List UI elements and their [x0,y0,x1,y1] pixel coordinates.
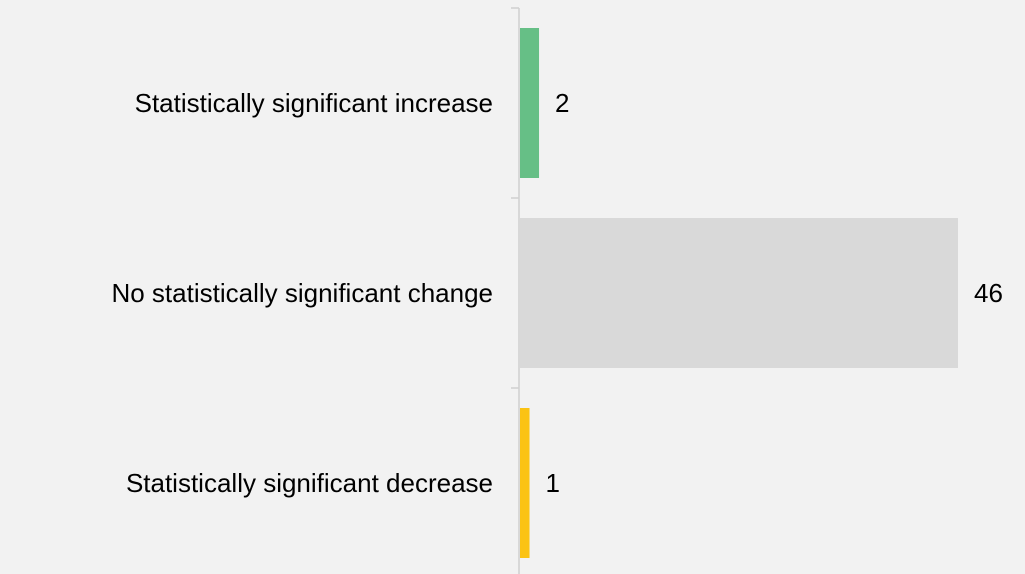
data-label-1: 2 [555,88,569,118]
category-label-2: No statistically significant change [111,278,493,308]
category-label-3: Statistically significant decrease [126,468,493,498]
bar-1 [520,28,540,178]
data-label-3: 1 [546,468,560,498]
category-label-1: Statistically significant increase [135,88,493,118]
bar-3 [520,408,530,558]
bar-2 [520,218,958,368]
data-label-2: 46 [974,278,1003,308]
